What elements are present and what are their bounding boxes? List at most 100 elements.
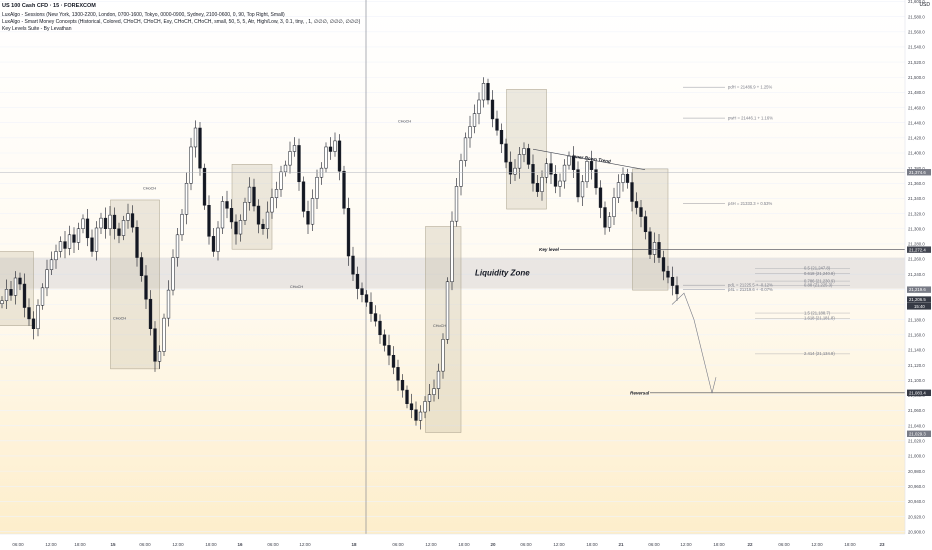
x-tick-label: 18:00 [844,542,856,547]
indicator-legend-smc[interactable]: LuxAlgo - Smart Money Concepts (Historic… [2,19,361,25]
candle-body [31,318,36,329]
y-tick-label: 20,920.0 [908,514,925,519]
y-tick-label: 21,400.0 [908,151,925,156]
y-tick-label: 21,500.0 [908,75,925,80]
candle-body [576,169,580,198]
candle-body [202,167,207,206]
x-tick-label: 18:00 [713,542,725,547]
candle-body [643,216,648,233]
candle-body [229,208,234,223]
indicator-legend-sessions[interactable]: LuxAlgo - Sessions (New York, 1300-2200,… [2,12,285,18]
candle-body [324,146,328,169]
candle-body [603,207,607,228]
x-tick-label: 22 [747,542,753,547]
y-tick-label: 21,060.0 [908,408,925,413]
price-tag [907,296,931,303]
candle-body [472,113,477,127]
candle-body [135,226,139,258]
candle-body [351,255,355,275]
structure-box [425,226,462,433]
candle-body [27,307,31,320]
y-tick-label: 21,180.0 [908,317,925,322]
x-tick-label: 06:00 [520,542,532,547]
indicator-legend-key-levels[interactable]: Key Levels Suite - By Levathan [2,26,72,32]
candle-body [234,221,238,235]
candle-body [103,217,108,229]
y-tick-label: 21,600.0 [908,0,925,4]
candle-body [315,176,319,199]
candle-body [238,220,243,235]
candle-body [553,173,558,187]
candle-body [508,161,513,175]
price-tag-label: 21,029.3 [909,431,926,436]
candle-body [405,389,409,404]
candle-body [504,143,508,163]
x-tick-label: 12:00 [553,542,565,547]
trendline-label: Inner Down Trend [572,154,611,164]
fib-label: 0.5 (21,247.8) [804,266,831,271]
x-tick-label: 12:00 [811,542,823,547]
candle-body [652,242,657,255]
candle-body [562,164,567,182]
y-tick-label: 21,260.0 [908,257,925,262]
candle-body [216,227,220,252]
candle-body [67,234,72,249]
y-tick-label: 21,520.0 [908,60,925,65]
candle-body [378,320,382,336]
candle-body [598,187,603,208]
reversal-label: Reversal [630,390,650,395]
candle-body [427,394,432,402]
candle-body [526,148,531,165]
candle-body [355,273,360,289]
candle-body [175,234,180,258]
x-tick-label: 06:00 [392,542,404,547]
candle-body [391,354,396,368]
candle-body [639,207,643,217]
candle-body [657,242,661,258]
candle-body [414,409,418,421]
candle-body [189,146,193,184]
y-tick-label: 21,240.0 [908,272,925,277]
candle-body [76,228,81,243]
candle-body [517,154,522,169]
candle-body [256,205,261,225]
key-level-text: pdL = 21225.5 + -0.12% [728,283,773,288]
y-tick-label: 20,960.0 [908,484,925,489]
candle-body [108,214,112,229]
price-tag [907,389,931,397]
candle-body [99,217,103,229]
candle-body [369,301,373,314]
x-tick-label: 12:00 [172,542,184,547]
y-tick-label: 21,560.0 [908,30,925,35]
key-level-text: p4L = 21219.6 + -0.07% [728,287,773,292]
x-tick-label: 18:00 [586,542,598,547]
candle-body [225,201,229,209]
candle-body [58,241,63,252]
candle-body [481,83,486,101]
candle-body [450,220,454,283]
candle-body [454,186,459,222]
y-tick-label: 21,360.0 [908,181,925,186]
candle-body [531,164,535,184]
fib-label: 0.88 (21,225.3) [804,283,833,288]
structure-box [506,89,547,210]
candle-body [616,182,621,198]
candle-body [499,130,504,145]
x-tick-label: 12:00 [45,542,57,547]
candle-body [4,289,9,301]
candle-body [459,160,463,187]
candle-body [436,370,441,389]
candle-body [63,241,67,249]
y-tick-label: 21,380.0 [908,166,925,171]
structure-box [110,199,160,370]
candle-body [0,300,4,304]
candle-body [18,277,22,285]
candle-body [486,83,490,101]
x-tick-label: 06:00 [267,542,279,547]
candle-body [22,283,27,308]
candle-body [126,213,130,221]
candle-body [301,181,306,212]
candle-body [243,201,247,221]
